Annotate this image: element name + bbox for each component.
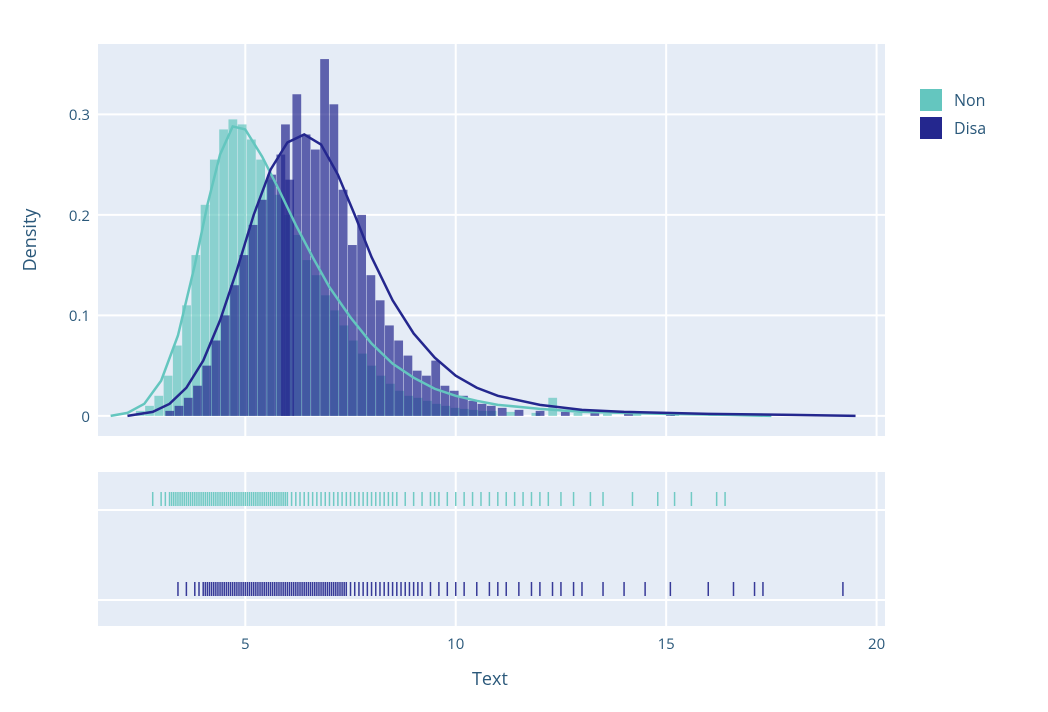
legend-swatch-disa [920, 117, 942, 139]
rug-svg [98, 472, 885, 626]
legend-label-disa: Disa [954, 117, 986, 139]
figure: Density Text 0 0.1 0.2 0.3 5 10 15 20 Non Disa [0, 0, 1048, 712]
rug-panel [98, 472, 885, 626]
y-tick-label: 0 [50, 407, 90, 427]
x-tick-label: 10 [436, 634, 476, 654]
legend-swatch-non [920, 89, 942, 111]
x-tick-label: 5 [225, 634, 265, 654]
density-svg [98, 44, 885, 436]
legend-item-non[interactable]: Non [920, 88, 986, 112]
legend-item-disa[interactable]: Disa [920, 116, 986, 140]
y-tick-label: 0.1 [50, 306, 90, 326]
y-axis-label: Density [18, 209, 42, 272]
legend: Non Disa [920, 88, 986, 144]
x-axis-label: Text [472, 667, 508, 691]
x-tick-label: 20 [857, 634, 897, 654]
legend-label-non: Non [954, 89, 985, 111]
x-tick-label: 15 [646, 634, 686, 654]
y-tick-label: 0.3 [50, 105, 90, 125]
y-tick-label: 0.2 [50, 206, 90, 226]
density-panel [98, 44, 885, 436]
